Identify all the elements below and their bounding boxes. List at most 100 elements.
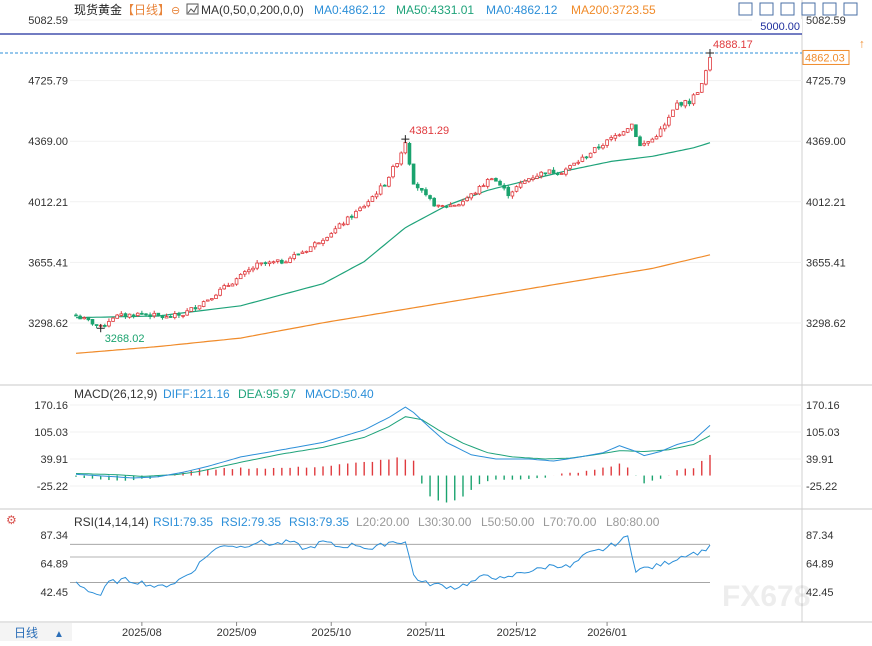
landscape-icon[interactable] (780, 2, 795, 16)
candle-up (465, 197, 469, 202)
candle-up (119, 313, 124, 316)
candle-up (531, 177, 535, 180)
candle-down (78, 315, 82, 320)
price-tick-label: 4012.21 (806, 197, 846, 209)
rsi-tick-label: 87.34 (40, 530, 68, 542)
candle-down (555, 173, 560, 175)
ma0-value-b: MA0:4862.12 (486, 3, 558, 17)
time-tick-label: 2025/12 (497, 627, 537, 639)
candle-up (403, 142, 408, 154)
ma50-line (75, 142, 711, 319)
candle-up (214, 294, 218, 299)
candle-up (255, 262, 259, 269)
fullscreen-icon[interactable] (822, 2, 837, 16)
high-marker (706, 49, 714, 58)
period-button-label[interactable]: 日线 (14, 626, 38, 640)
candle-up (481, 185, 486, 188)
candle-down (193, 307, 198, 310)
candle-up (337, 223, 342, 229)
rsi-tick-label: 64.89 (806, 559, 834, 571)
period-button-bg[interactable] (0, 623, 72, 641)
rsi-tick-label: 42.45 (806, 587, 834, 599)
settings-gear-icon[interactable]: ⊖ (171, 5, 180, 17)
expand-icon-frame (738, 2, 753, 16)
candle-up (527, 178, 531, 182)
candle-up (362, 205, 366, 209)
price-tick-label: 4369.00 (28, 136, 68, 148)
candle-down (296, 253, 301, 256)
ma-indicator-label[interactable]: MA(0,50,0,200,0,0) (201, 3, 304, 17)
time-tick-label: 2025/09 (217, 627, 257, 639)
ma200-value: MA200:3723.55 (571, 3, 656, 17)
period-label[interactable]: 【日线】 (122, 3, 170, 17)
candle-up (284, 261, 288, 264)
candle-up (275, 259, 280, 262)
candle-up (514, 186, 519, 192)
rsi-l50: L50:50.00 (481, 515, 535, 529)
price-tick-label: 3655.41 (28, 257, 68, 269)
candle-up (477, 186, 482, 195)
candle-up (181, 314, 185, 317)
candle-up (448, 204, 453, 208)
candle-down (687, 100, 692, 105)
candle-down (444, 205, 449, 208)
candle-up (671, 109, 675, 117)
candle-up (366, 201, 371, 207)
rsi-tick-label: 87.34 (806, 530, 834, 542)
time-tick-label: 2025/10 (311, 627, 351, 639)
price-gridlines (70, 19, 802, 324)
rsi2-value: RSI2:79.35 (221, 515, 281, 529)
candle-up (201, 301, 206, 307)
ma50-value: MA50:4331.01 (396, 3, 474, 17)
candle-up (564, 168, 568, 175)
level-tag (752, 19, 802, 34)
rsi-settings-icon[interactable]: ⚙ (6, 513, 17, 527)
candle-up (691, 94, 696, 105)
candle-down (638, 136, 642, 147)
expand-icon[interactable] (738, 2, 753, 16)
candle-up (329, 233, 334, 238)
candle-up (358, 207, 362, 211)
candle-up (238, 274, 243, 280)
candle-down (428, 195, 432, 199)
candle-up (173, 313, 177, 318)
close-icon[interactable] (843, 2, 858, 16)
macd-tick-label: -25.22 (37, 481, 68, 493)
candle-up (675, 102, 679, 110)
candle-up (613, 135, 618, 139)
candle-down (90, 319, 95, 325)
crosshair-icon[interactable] (801, 2, 816, 16)
close-icon-frame (843, 2, 858, 16)
rsi-path (75, 535, 711, 596)
macd-name[interactable]: MACD(26,12,9) (74, 387, 157, 401)
candle-down (177, 313, 181, 316)
indicator-image-icon[interactable] (186, 3, 199, 15)
macd-diff-value: DIFF:121.16 (163, 387, 230, 401)
rsi-tick-label: 42.45 (40, 587, 68, 599)
candle-up (518, 182, 523, 188)
candle-up (115, 314, 119, 319)
macd-tick-label: 105.03 (806, 427, 840, 439)
rsi-axis-left: 87.34 64.89 42.45 (40, 530, 68, 599)
low-marker (96, 324, 105, 333)
rsi-name[interactable]: RSI(14,14,14) (74, 515, 149, 529)
candle-down (156, 312, 161, 316)
candle-up (247, 269, 251, 273)
rsi-gridlines (70, 543, 710, 583)
rsi-l70: L70:70.00 (543, 515, 597, 529)
rsi-l80: L80:80.00 (606, 515, 660, 529)
candle-up (197, 305, 202, 310)
time-axis: 2025/08 2025/09 2025/10 2025/11 2025/12 2026/… (122, 622, 627, 639)
period-button[interactable]: 日线 ▲ (0, 623, 72, 641)
macd-dea-value: DEA:95.97 (238, 387, 296, 401)
macd-axis-left: 170.16 105.03 39.91 -25.22 (34, 400, 68, 493)
rsi-l30: L30:30.00 (418, 515, 472, 529)
dea-path (75, 416, 711, 477)
candle-down (123, 313, 128, 318)
shrink-icon[interactable] (759, 2, 774, 16)
candle-up (107, 321, 111, 327)
period-dropdown-icon[interactable]: ▲ (54, 629, 64, 640)
level-5000-line: 5000.00 (0, 19, 802, 35)
candle-up (164, 316, 169, 319)
